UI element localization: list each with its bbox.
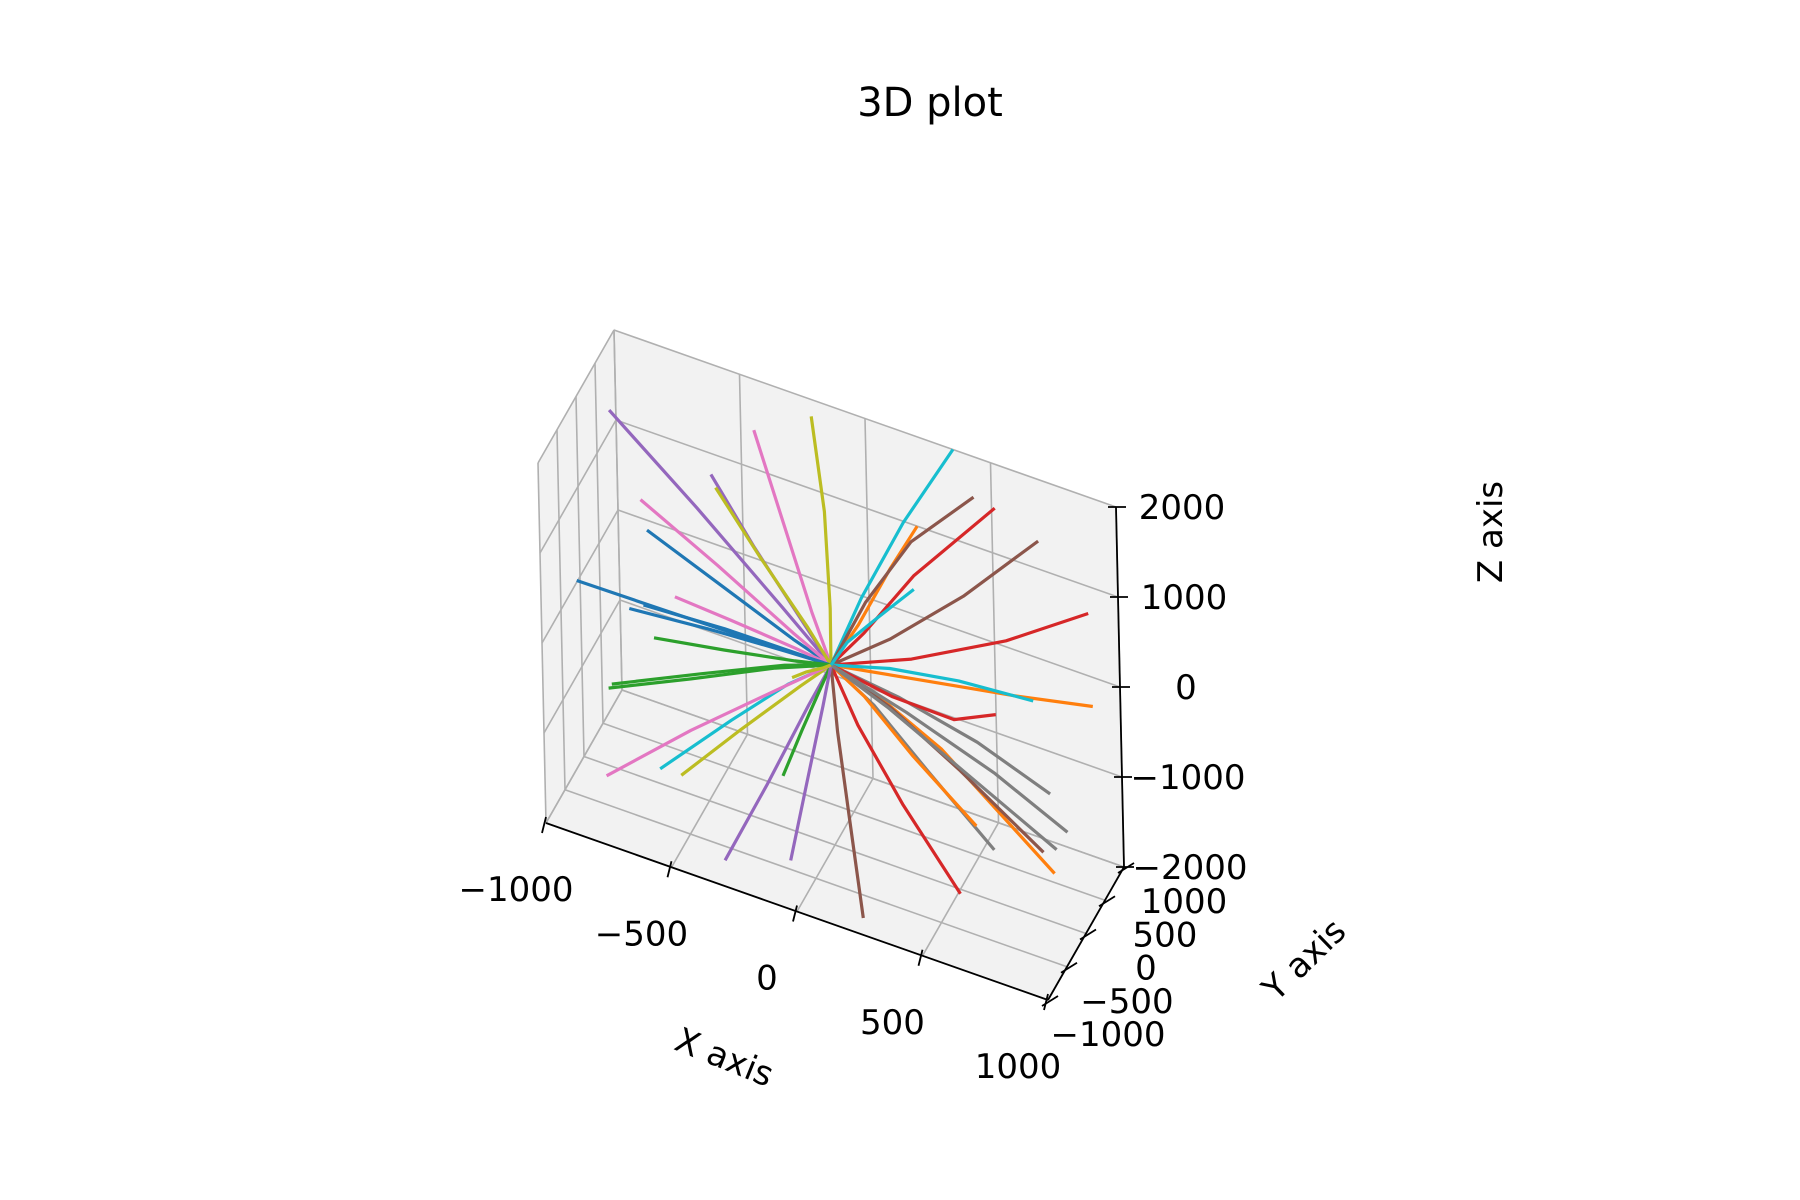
x-axis-line [545,822,1049,1001]
series-layer [576,409,1094,919]
y-tick-label: 1000 [1141,882,1228,922]
z-gridline-side [537,329,615,464]
series-line-11 [646,528,832,667]
y-axis-line [1047,866,1125,1001]
x-tick [541,816,547,834]
series-line-22 [830,663,1094,709]
x-tick [1043,993,1049,1011]
series-line-27 [639,498,833,667]
series-line-31 [628,606,832,667]
series-line-33 [653,636,832,667]
series-line-28 [830,663,1058,851]
series-line-34 [830,663,996,722]
series-line-17 [674,595,832,667]
x-tick-label: 500 [860,1003,925,1043]
series-line-14 [830,611,1089,667]
y-tick [1041,995,1059,1007]
z-tick-label: 2000 [1139,488,1226,528]
z-gridline-side [539,419,617,554]
series-line-12 [829,663,978,828]
z-axis-label: Z axis [1471,481,1511,583]
y-tick-label: 500 [1133,915,1198,955]
series-line-13 [611,663,832,686]
series-line-30 [830,663,1034,703]
z-tick-label: 1000 [1141,578,1228,618]
series-line-7 [752,429,833,666]
x-tick-label: 0 [756,959,778,999]
series-line-26 [829,664,865,919]
y-tick-label: −1000 [1050,1015,1165,1055]
series-line-37 [605,663,832,778]
x-tick [917,949,924,966]
series-line-15 [723,664,833,862]
z-gridline-side [541,509,619,644]
z-gridline-back [615,419,1119,598]
series-line-24 [829,664,962,895]
series-line-16 [830,539,1040,667]
series-line-5 [607,409,833,667]
x-tick [792,905,798,922]
y-gridline-floor [583,755,1087,935]
chart-title: 3D plot [857,80,1003,126]
series-line-40 [829,588,915,666]
tick-labels: −1000−50005001000−1000−50005001000−2000−… [458,488,1247,1087]
x-tick-label: −500 [595,914,688,954]
y-tick-label: −500 [1080,982,1173,1022]
y-tick [1098,895,1116,908]
y-gridline-floor [602,722,1106,902]
y-gridline-floor [564,789,1068,968]
series-line-23 [781,664,833,777]
series-line-38 [830,663,1069,834]
tick-marks [541,506,1135,1011]
y-tick [1117,862,1135,874]
y-tick [1079,928,1097,941]
series-line-19 [680,663,832,777]
y-tick [1060,961,1078,974]
x-tick-label: −1000 [458,870,573,910]
series-line-39 [791,663,832,680]
z-tick-label: 0 [1175,668,1197,708]
series-line-36 [829,495,975,666]
z-tick-label: −1000 [1130,758,1245,798]
z-tick-label: −2000 [1132,848,1247,888]
series-line-9 [809,416,833,666]
z-gridline-back [613,329,1117,508]
series-line-35 [789,664,833,861]
y-tick-label: 0 [1135,949,1157,989]
series-line-29 [714,486,833,666]
series-line-4 [829,506,996,667]
z-gridline-side [545,689,623,824]
x-tick [666,861,673,878]
z-gridline-side [543,599,621,734]
x-tick-label: 1000 [975,1047,1062,1087]
series-line-20 [829,448,955,666]
